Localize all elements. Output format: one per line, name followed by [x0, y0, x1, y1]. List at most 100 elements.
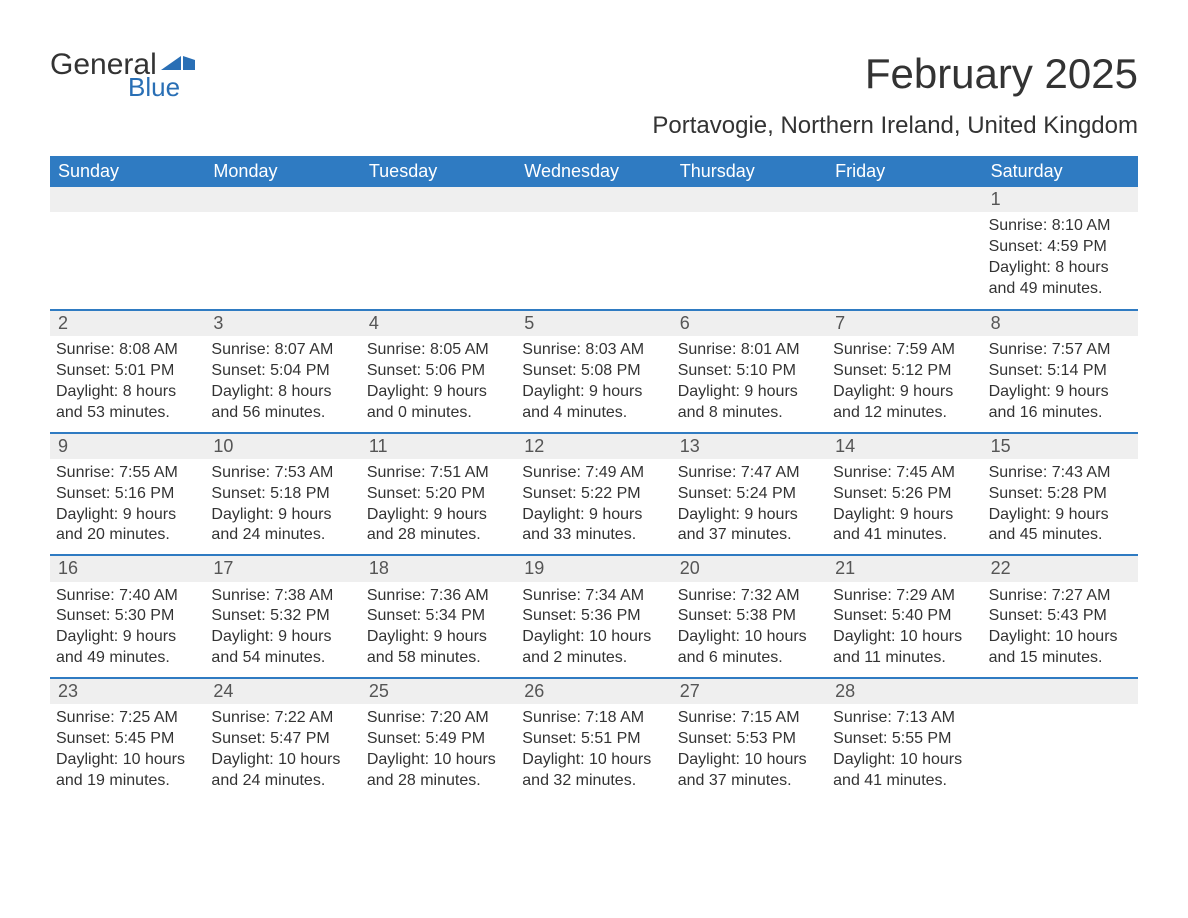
- sunrise-text: Sunrise: 8:10 AM: [989, 216, 1132, 237]
- sunrise-text: Sunrise: 7:13 AM: [833, 708, 976, 729]
- calendar-day-cell: 27Sunrise: 7:15 AMSunset: 5:53 PMDayligh…: [672, 679, 827, 800]
- day-number: 10: [205, 434, 360, 459]
- dow-sunday: Sunday: [50, 156, 205, 187]
- daylight1-text: Daylight: 8 hours: [211, 382, 354, 403]
- calendar-day-cell: 26Sunrise: 7:18 AMSunset: 5:51 PMDayligh…: [516, 679, 671, 800]
- dow-thursday: Thursday: [672, 156, 827, 187]
- sunset-text: Sunset: 5:04 PM: [211, 361, 354, 382]
- sunrise-text: Sunrise: 7:20 AM: [367, 708, 510, 729]
- daylight2-text: and 28 minutes.: [367, 771, 510, 792]
- calendar-week-row: 23Sunrise: 7:25 AMSunset: 5:45 PMDayligh…: [50, 677, 1138, 800]
- daylight2-text: and 41 minutes.: [833, 525, 976, 546]
- calendar-day-cell: [516, 187, 671, 309]
- sunrise-text: Sunrise: 7:36 AM: [367, 586, 510, 607]
- day-number: 11: [361, 434, 516, 459]
- sunset-text: Sunset: 5:51 PM: [522, 729, 665, 750]
- daylight1-text: Daylight: 10 hours: [56, 750, 199, 771]
- calendar-day-cell: 16Sunrise: 7:40 AMSunset: 5:30 PMDayligh…: [50, 556, 205, 677]
- calendar-week-row: 16Sunrise: 7:40 AMSunset: 5:30 PMDayligh…: [50, 554, 1138, 677]
- sunset-text: Sunset: 5:06 PM: [367, 361, 510, 382]
- daylight1-text: Daylight: 9 hours: [678, 505, 821, 526]
- daylight2-text: and 19 minutes.: [56, 771, 199, 792]
- daylight2-text: and 4 minutes.: [522, 403, 665, 424]
- daylight1-text: Daylight: 9 hours: [522, 505, 665, 526]
- daylight2-text: and 56 minutes.: [211, 403, 354, 424]
- daylight1-text: Daylight: 9 hours: [989, 382, 1132, 403]
- daylight2-text: and 37 minutes.: [678, 771, 821, 792]
- logo-mark-icon: [161, 52, 195, 74]
- sunrise-text: Sunrise: 8:07 AM: [211, 340, 354, 361]
- calendar-table: Sunday Monday Tuesday Wednesday Thursday…: [50, 156, 1138, 799]
- daylight1-text: Daylight: 10 hours: [522, 750, 665, 771]
- daylight1-text: Daylight: 8 hours: [56, 382, 199, 403]
- day-number: 18: [361, 556, 516, 581]
- logo-word-blue: Blue: [128, 74, 180, 100]
- day-number: 12: [516, 434, 671, 459]
- day-number: 27: [672, 679, 827, 704]
- daylight2-text: and 12 minutes.: [833, 403, 976, 424]
- calendar-day-cell: 22Sunrise: 7:27 AMSunset: 5:43 PMDayligh…: [983, 556, 1138, 677]
- daylight2-text: and 45 minutes.: [989, 525, 1132, 546]
- daylight1-text: Daylight: 9 hours: [56, 627, 199, 648]
- daylight1-text: Daylight: 10 hours: [522, 627, 665, 648]
- daylight1-text: Daylight: 10 hours: [678, 750, 821, 771]
- calendar-day-cell: 18Sunrise: 7:36 AMSunset: 5:34 PMDayligh…: [361, 556, 516, 677]
- day-number: 15: [983, 434, 1138, 459]
- calendar-day-cell: 8Sunrise: 7:57 AMSunset: 5:14 PMDaylight…: [983, 311, 1138, 432]
- calendar-day-cell: 7Sunrise: 7:59 AMSunset: 5:12 PMDaylight…: [827, 311, 982, 432]
- daylight2-text: and 49 minutes.: [989, 279, 1132, 300]
- daylight2-text: and 53 minutes.: [56, 403, 199, 424]
- sunset-text: Sunset: 5:55 PM: [833, 729, 976, 750]
- day-number: 23: [50, 679, 205, 704]
- location-subtitle: Portavogie, Northern Ireland, United Kin…: [652, 112, 1138, 140]
- calendar-day-cell: 19Sunrise: 7:34 AMSunset: 5:36 PMDayligh…: [516, 556, 671, 677]
- daylight2-text: and 15 minutes.: [989, 648, 1132, 669]
- sunset-text: Sunset: 5:36 PM: [522, 606, 665, 627]
- daylight1-text: Daylight: 9 hours: [833, 505, 976, 526]
- sunrise-text: Sunrise: 7:51 AM: [367, 463, 510, 484]
- sunset-text: Sunset: 4:59 PM: [989, 237, 1132, 258]
- daylight2-text: and 24 minutes.: [211, 771, 354, 792]
- calendar-day-cell: [827, 187, 982, 309]
- sunrise-text: Sunrise: 7:53 AM: [211, 463, 354, 484]
- dow-wednesday: Wednesday: [516, 156, 671, 187]
- brand-logo: General Blue: [50, 50, 195, 100]
- dow-friday: Friday: [827, 156, 982, 187]
- sunset-text: Sunset: 5:14 PM: [989, 361, 1132, 382]
- sunrise-text: Sunrise: 7:22 AM: [211, 708, 354, 729]
- calendar-day-cell: 10Sunrise: 7:53 AMSunset: 5:18 PMDayligh…: [205, 434, 360, 555]
- sunrise-text: Sunrise: 7:43 AM: [989, 463, 1132, 484]
- calendar-week-row: 2Sunrise: 8:08 AMSunset: 5:01 PMDaylight…: [50, 309, 1138, 432]
- daylight2-text: and 41 minutes.: [833, 771, 976, 792]
- daylight2-text: and 32 minutes.: [522, 771, 665, 792]
- calendar-day-cell: 24Sunrise: 7:22 AMSunset: 5:47 PMDayligh…: [205, 679, 360, 800]
- day-number: 19: [516, 556, 671, 581]
- calendar-day-cell: 28Sunrise: 7:13 AMSunset: 5:55 PMDayligh…: [827, 679, 982, 800]
- day-number: [983, 679, 1138, 704]
- calendar-day-cell: [50, 187, 205, 309]
- day-number: 4: [361, 311, 516, 336]
- day-number: 24: [205, 679, 360, 704]
- daylight2-text: and 58 minutes.: [367, 648, 510, 669]
- sunset-text: Sunset: 5:18 PM: [211, 484, 354, 505]
- sunrise-text: Sunrise: 7:32 AM: [678, 586, 821, 607]
- sunrise-text: Sunrise: 8:05 AM: [367, 340, 510, 361]
- daylight2-text: and 8 minutes.: [678, 403, 821, 424]
- sunset-text: Sunset: 5:16 PM: [56, 484, 199, 505]
- sunrise-text: Sunrise: 7:15 AM: [678, 708, 821, 729]
- daylight1-text: Daylight: 10 hours: [989, 627, 1132, 648]
- sunrise-text: Sunrise: 7:18 AM: [522, 708, 665, 729]
- calendar-day-cell: 21Sunrise: 7:29 AMSunset: 5:40 PMDayligh…: [827, 556, 982, 677]
- calendar-day-cell: 14Sunrise: 7:45 AMSunset: 5:26 PMDayligh…: [827, 434, 982, 555]
- sunset-text: Sunset: 5:20 PM: [367, 484, 510, 505]
- calendar-day-cell: 13Sunrise: 7:47 AMSunset: 5:24 PMDayligh…: [672, 434, 827, 555]
- day-number: 22: [983, 556, 1138, 581]
- calendar-day-cell: 25Sunrise: 7:20 AMSunset: 5:49 PMDayligh…: [361, 679, 516, 800]
- calendar-day-cell: 23Sunrise: 7:25 AMSunset: 5:45 PMDayligh…: [50, 679, 205, 800]
- calendar-day-cell: 11Sunrise: 7:51 AMSunset: 5:20 PMDayligh…: [361, 434, 516, 555]
- sunset-text: Sunset: 5:34 PM: [367, 606, 510, 627]
- daylight2-text: and 33 minutes.: [522, 525, 665, 546]
- daylight1-text: Daylight: 9 hours: [367, 382, 510, 403]
- calendar-day-cell: [672, 187, 827, 309]
- sunrise-text: Sunrise: 8:03 AM: [522, 340, 665, 361]
